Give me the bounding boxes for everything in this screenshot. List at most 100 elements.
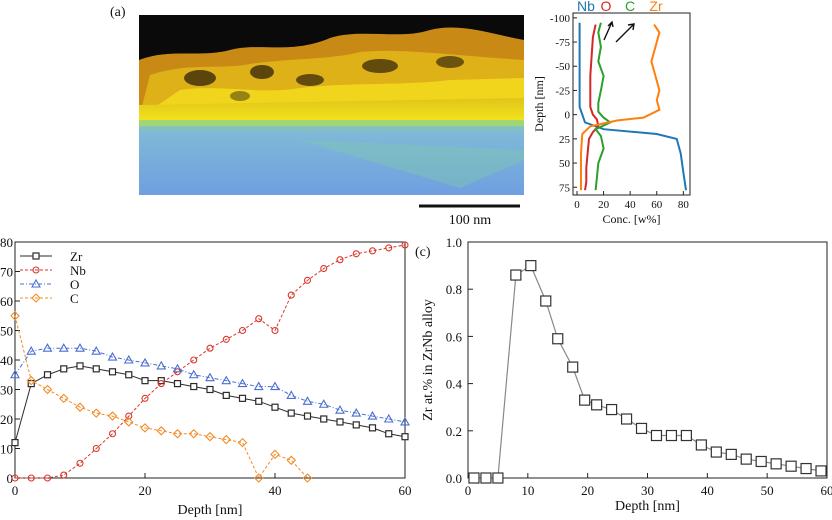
data-point: [725, 448, 737, 460]
data-point-zr: [255, 397, 263, 405]
y-tick-label: 10: [0, 442, 13, 457]
y-tick-label: 0.2: [446, 424, 462, 439]
data-point-o: [221, 375, 232, 385]
data-point: [635, 422, 648, 435]
data-point-o: [270, 381, 280, 391]
data-point-nb: [60, 471, 68, 479]
data-point-o: [42, 343, 53, 352]
data-point-nb: [11, 474, 19, 482]
data-point-c: [270, 449, 280, 460]
data-point-zr: [238, 394, 247, 402]
legend-marker-c: [31, 293, 41, 303]
data-point-nb: [206, 344, 214, 352]
series-line-c: [14, 315, 308, 480]
y-axis-label: Depth [nm]: [532, 76, 546, 132]
data-point: [480, 472, 492, 484]
data-point-zr: [92, 365, 100, 373]
data-point-nb: [238, 326, 247, 335]
data-point-c: [172, 428, 183, 439]
data-point: [591, 399, 603, 411]
legend-o: O: [601, 0, 612, 14]
data-point-c: [237, 437, 248, 448]
data-point-zr: [43, 371, 52, 379]
panel-a: (a) 100 nm: [110, 5, 524, 228]
data-point-o: [400, 416, 410, 426]
data-point-o: [367, 410, 378, 420]
data-point-nb: [303, 276, 312, 284]
data-point: [620, 413, 633, 425]
y-tick-label: 20: [0, 412, 13, 427]
x-tick-label: 80: [678, 199, 690, 211]
legend-nb: Nb: [577, 0, 595, 14]
data-point-zr: [190, 382, 198, 391]
x-tick-label: 60: [399, 483, 412, 498]
data-point-c: [253, 473, 264, 483]
data-point: [800, 462, 812, 475]
data-point-nb: [255, 315, 263, 323]
data-point: [540, 295, 552, 307]
x-tick-label: 20: [139, 483, 152, 498]
data-point-o: [140, 357, 150, 367]
data-point: [815, 465, 827, 477]
eds-profile-chart: 0 20 40 60 80 -100 -75 -50 -25 0 25 50 75 Conc. [w%] D…: [532, 0, 691, 226]
legend-marker-zr: [32, 252, 40, 260]
data-point-zr: [401, 433, 409, 441]
data-point-o: [75, 343, 85, 352]
data-point-zr: [11, 439, 19, 447]
x-tick-label: 60: [651, 199, 663, 211]
y-tick-label: 0.0: [446, 471, 462, 486]
data-point: [770, 458, 782, 470]
data-point: [552, 333, 564, 345]
y-tick-label: 0.8: [446, 282, 462, 297]
legend-c: C: [625, 0, 635, 14]
data-point-c: [221, 434, 232, 445]
data-point-zr: [173, 380, 182, 388]
y-tick-label: 40: [0, 353, 13, 368]
legend-zr: Zr: [649, 0, 663, 14]
y-tick-label: 30: [0, 383, 13, 398]
data-point: [650, 429, 663, 442]
data-point-zr: [60, 365, 68, 373]
data-point-nb: [287, 291, 295, 299]
data-point-nb: [190, 356, 198, 364]
data-point-nb: [271, 326, 279, 335]
data-point-zr: [206, 385, 214, 394]
x-tick-label: 40: [625, 199, 637, 211]
data-point-zr: [336, 418, 344, 426]
data-point-nb: [76, 459, 84, 467]
data-point-o: [172, 363, 183, 373]
data-point-zr: [303, 412, 312, 420]
panel-a-label: (a): [110, 5, 126, 20]
data-point: [740, 453, 752, 465]
data-point-nb: [401, 241, 409, 249]
data-point-zr: [368, 424, 377, 432]
data-point-zr: [222, 391, 230, 399]
data-point-c: [10, 310, 20, 321]
data-point-zr: [76, 362, 84, 370]
data-point-nb: [157, 380, 165, 388]
data-point: [785, 460, 797, 472]
data-point: [665, 429, 678, 442]
data-point-o: [351, 407, 362, 417]
y-tick-label: -25: [555, 85, 570, 97]
data-point-o: [286, 390, 297, 399]
plot-frame: [467, 241, 828, 479]
data-point-nb: [222, 335, 230, 343]
data-point-c: [75, 402, 85, 412]
data-point-o: [253, 381, 264, 391]
legend-marker-o: [31, 278, 41, 288]
x-tick-label: 0: [574, 199, 580, 211]
data-point-c: [91, 408, 102, 418]
data-point-nb: [368, 247, 377, 255]
y-tick-label: 0.4: [446, 377, 463, 392]
y-tick-label: -75: [555, 37, 570, 49]
data-point-nb: [336, 256, 344, 264]
data-point-o: [205, 372, 215, 382]
y-tick-label: -50: [555, 61, 570, 73]
series-line-zr: [580, 24, 661, 191]
data-point: [579, 394, 591, 406]
y-tick-label: 50: [0, 324, 13, 339]
data-point-nb: [108, 430, 117, 438]
